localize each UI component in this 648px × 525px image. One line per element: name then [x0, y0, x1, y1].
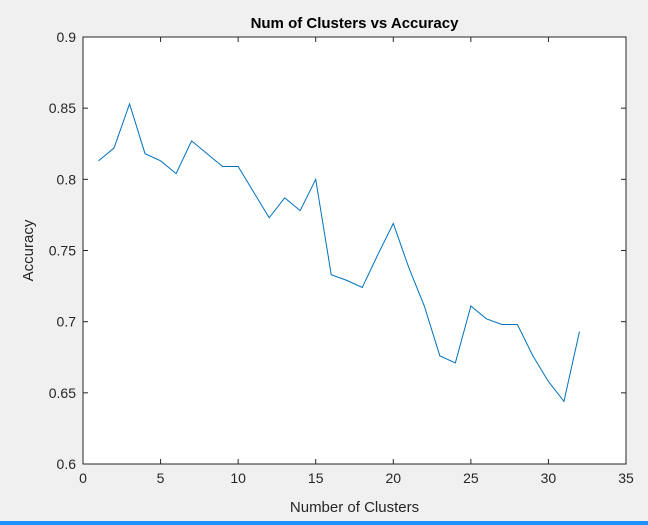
x-tick-label: 0: [79, 470, 87, 486]
y-tick-label: 0.9: [57, 29, 77, 45]
y-tick-label: 0.75: [49, 243, 76, 259]
tick-labels: 0 5 10 15 20 25 30 35 0.6 0.65 0.7 0.75 0.8 0.85 0.9: [49, 29, 634, 486]
window-bottom-border: [0, 521, 648, 525]
axes-box: [82, 36, 627, 465]
x-tick-label: 35: [618, 470, 634, 486]
y-tick-label: 0.65: [49, 385, 76, 401]
x-tick-label: 10: [230, 470, 246, 486]
x-tick-label: 15: [308, 470, 324, 486]
y-tick-label: 0.6: [57, 456, 77, 472]
chart-title: Num of Clusters vs Accuracy: [251, 15, 460, 32]
axes-background: [83, 37, 626, 464]
y-tick-label: 0.7: [57, 314, 77, 330]
y-tick-label: 0.8: [57, 171, 77, 187]
x-tick-label: 25: [463, 470, 479, 486]
y-axis-label: Accuracy: [20, 219, 37, 281]
x-axis-label: Number of Clusters: [290, 499, 419, 516]
x-tick-label: 30: [541, 470, 557, 486]
x-tick-label: 5: [157, 470, 165, 486]
y-tick-label: 0.85: [49, 100, 76, 116]
x-tick-label: 20: [385, 470, 401, 486]
series-line: [98, 102, 580, 403]
